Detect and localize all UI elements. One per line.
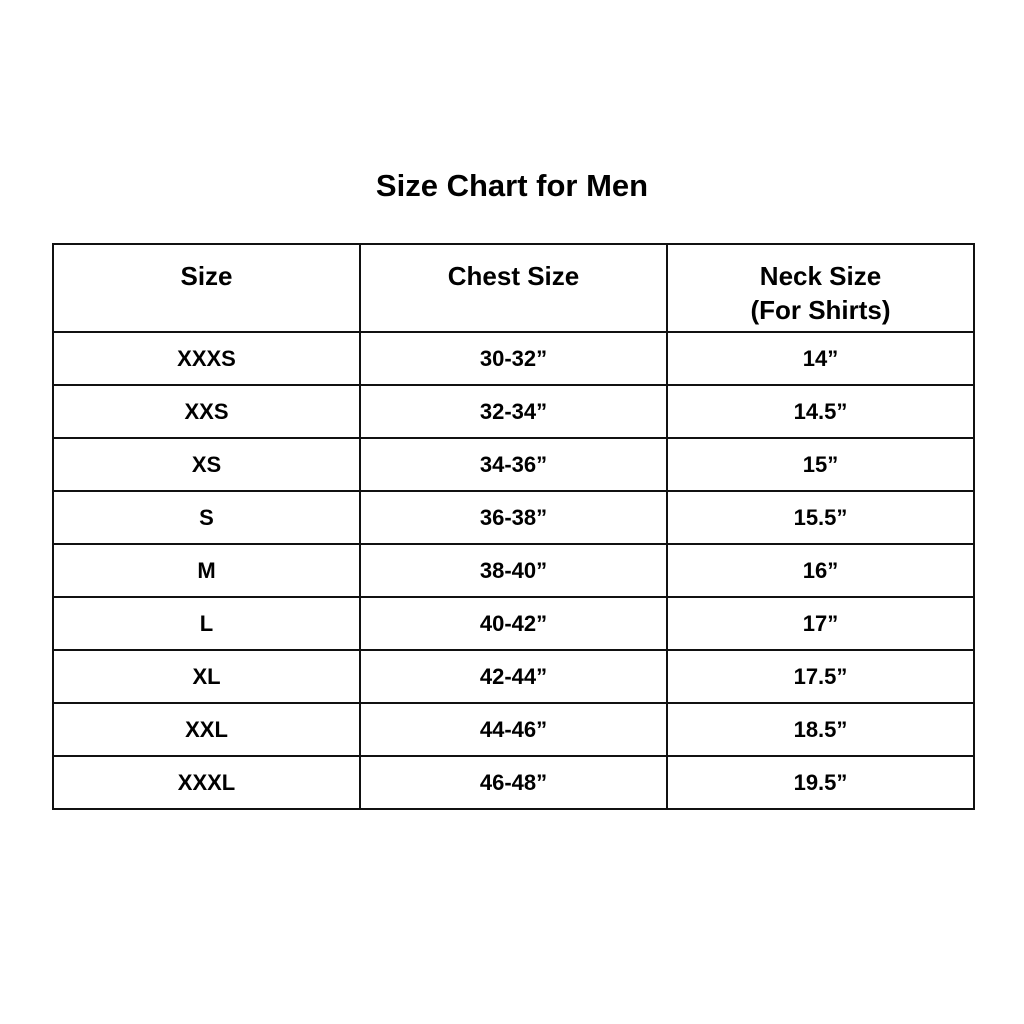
cell-neck-size: 14” <box>666 331 975 386</box>
header-neck-size-label: Neck Size <box>759 261 882 291</box>
cell-neck-size: 16” <box>666 543 975 598</box>
cell-size: XXXL <box>52 755 361 810</box>
cell-size: XS <box>52 437 361 492</box>
header-chest-size: Chest Size <box>359 243 668 333</box>
table-row: S 36-38” 15.5” <box>52 490 975 545</box>
size-chart-table: Size Chest Size Neck Size (For Shirts) XX… <box>52 243 975 810</box>
table-row: M 38-40” 16” <box>52 543 975 598</box>
cell-chest-size: 36-38” <box>359 490 668 545</box>
cell-size: XL <box>52 649 361 704</box>
cell-size: L <box>52 596 361 651</box>
header-neck-size: Neck Size (For Shirts) <box>666 243 975 333</box>
table-header-row: Size Chest Size Neck Size (For Shirts) <box>52 243 975 333</box>
cell-chest-size: 38-40” <box>359 543 668 598</box>
cell-neck-size: 17” <box>666 596 975 651</box>
table-row: XXXS 30-32” 14” <box>52 331 975 386</box>
page-title: Size Chart for Men <box>375 168 649 203</box>
cell-neck-size: 14.5” <box>666 384 975 439</box>
cell-chest-size: 30-32” <box>359 331 668 386</box>
cell-size: XXS <box>52 384 361 439</box>
cell-chest-size: 34-36” <box>359 437 668 492</box>
table-row: XS 34-36” 15” <box>52 437 975 492</box>
cell-size: S <box>52 490 361 545</box>
cell-neck-size: 18.5” <box>666 702 975 757</box>
cell-chest-size: 44-46” <box>359 702 668 757</box>
table-row: XXL 44-46” 18.5” <box>52 702 975 757</box>
table-row: XXS 32-34” 14.5” <box>52 384 975 439</box>
table-row: XXXL 46-48” 19.5” <box>52 755 975 810</box>
cell-size: XXL <box>52 702 361 757</box>
cell-size: M <box>52 543 361 598</box>
cell-size: XXXS <box>52 331 361 386</box>
cell-neck-size: 15” <box>666 437 975 492</box>
header-size: Size <box>52 243 361 333</box>
cell-chest-size: 42-44” <box>359 649 668 704</box>
cell-chest-size: 40-42” <box>359 596 668 651</box>
header-neck-size-note: (For Shirts) <box>750 295 891 325</box>
cell-neck-size: 15.5” <box>666 490 975 545</box>
cell-neck-size: 17.5” <box>666 649 975 704</box>
cell-chest-size: 46-48” <box>359 755 668 810</box>
cell-neck-size: 19.5” <box>666 755 975 810</box>
table-row: XL 42-44” 17.5” <box>52 649 975 704</box>
table-row: L 40-42” 17” <box>52 596 975 651</box>
cell-chest-size: 32-34” <box>359 384 668 439</box>
